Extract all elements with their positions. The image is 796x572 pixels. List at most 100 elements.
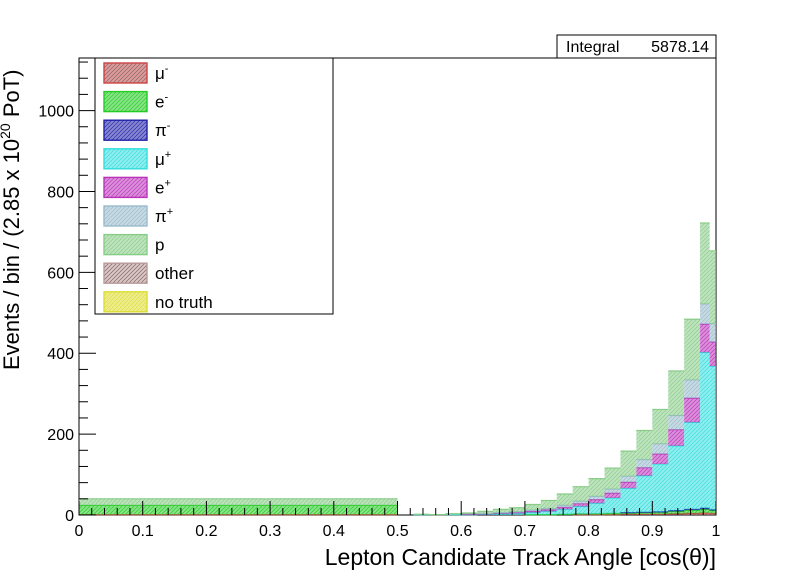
- bar-segment-e+-bin-19: [684, 398, 701, 423]
- bar-segment-e+-bin-15: [620, 482, 637, 489]
- bar-segment-pi+-bin-11: [556, 505, 573, 508]
- bar-segment-pi+-bin-19: [684, 379, 701, 399]
- bar-segment-mu+-bin-9: [524, 512, 541, 515]
- histogram-bars: [79, 222, 716, 516]
- bar-segment-p-bin-13: [588, 478, 605, 497]
- legend-entry-mu+: μ+: [103, 148, 171, 170]
- x-tick-label-0.6: 0.6: [450, 523, 472, 540]
- bar-segment-mu+-bin-14: [604, 498, 621, 514]
- bar-segment-mu+-bin-21: [709, 366, 716, 510]
- legend-entry-e+: e+: [103, 176, 171, 199]
- x-tick-label-0.3: 0.3: [259, 523, 281, 540]
- bar-segment-p-bin-8: [508, 507, 525, 512]
- bar-segment-mu+-bin-13: [588, 503, 605, 514]
- bar-segment-e--bin-19: [684, 510, 701, 514]
- bar-segment-mu+-bin-16: [636, 475, 653, 513]
- legend-label-mu+: μ+: [155, 149, 171, 169]
- bar-segment-p-bin-17: [652, 409, 669, 444]
- bar-segment-p-bin-15: [620, 451, 637, 477]
- bar-segment-e+-bin-14: [604, 493, 621, 499]
- legend-swatch-pi-: [103, 119, 148, 141]
- bar-segment-e--bin-17: [652, 512, 669, 515]
- bar-segment-mu+-bin-17: [652, 464, 669, 512]
- y-axis-title-main: Events / bin / (2.85 x 10: [0, 139, 24, 370]
- legend-entry-p: p: [103, 233, 164, 256]
- bar-segment-pi+-bin-13: [588, 496, 605, 500]
- bar-segment-e+-bin-13: [588, 499, 605, 504]
- legend-label-pi+: π+: [155, 206, 173, 226]
- bar-segment-e--bin-15: [620, 512, 637, 515]
- legend-entry-mu-: μ-: [103, 62, 169, 84]
- x-axis-ticks: 0 0.1 0.2 0.3 0.4 0.5 0.6 0.7 0.8 0.9 1: [75, 501, 721, 540]
- bar-segment-pi+-bin-17: [652, 443, 669, 454]
- bar-segment-p-bin-10: [540, 500, 557, 509]
- y-tick-label-800: 800: [47, 184, 74, 201]
- x-tick-label-1: 1: [712, 523, 721, 540]
- bar-segment-e--bin-18: [668, 511, 685, 514]
- x-tick-label-0.2: 0.2: [195, 523, 217, 540]
- x-tick-label-0.4: 0.4: [323, 523, 345, 540]
- bar-segment-pi+-bin-9: [524, 510, 541, 512]
- legend-entry-pi-: π-: [103, 119, 171, 141]
- legend-entry-e-: e-: [103, 90, 168, 113]
- bar-segment-p-bin-6: [477, 511, 494, 514]
- bar-segment-p-bin-19: [684, 319, 701, 380]
- legend-swatch-p: [103, 233, 148, 256]
- legend-swatch-mu-: [103, 62, 148, 84]
- bar-segment-mu+-bin-20: [700, 352, 710, 509]
- legend-swatch-no-truth: [103, 291, 148, 313]
- bar-segment-pi--bin-20: [700, 508, 710, 510]
- legend-label-pi-: π-: [155, 120, 171, 140]
- bar-segment-e+-bin-20: [700, 324, 710, 353]
- x-tick-label-0.8: 0.8: [577, 523, 599, 540]
- legend-swatch-other: [103, 262, 148, 284]
- bar-segment-p-bin-20: [700, 223, 710, 304]
- x-tick-label-0.9: 0.9: [641, 523, 663, 540]
- stats-value: 5878.14: [651, 39, 709, 56]
- bar-segment-p-bin-7: [493, 509, 509, 513]
- bar-segment-mu+-bin-7: [493, 513, 509, 515]
- bar-segment-mu+-bin-8: [508, 513, 525, 515]
- legend-swatch-e-: [103, 90, 148, 113]
- bar-segment-mu+-bin-12: [572, 506, 589, 514]
- bar-segment-mu+-bin-19: [684, 422, 701, 510]
- bar-segment-pi+-bin-16: [636, 459, 653, 468]
- bar-segment-p-bin-14: [604, 468, 621, 490]
- legend-label-other: other: [155, 264, 194, 283]
- bar-segment-mu+-bin-15: [620, 488, 637, 513]
- bar-segment-mu+-bin-10: [540, 511, 557, 515]
- y-axis-ticks: 0 200 400 600 800 1000: [38, 61, 96, 525]
- y-tick-label-600: 600: [47, 265, 74, 282]
- bar-segment-e+-bin-12: [572, 503, 589, 507]
- legend-label-no-truth: no truth: [155, 293, 213, 312]
- bar-segment-p-bin-11: [556, 493, 573, 506]
- bar-segment-pi+-bin-18: [668, 415, 685, 430]
- legend-entry-other: other: [103, 262, 194, 284]
- bar-segment-p-bin-18: [668, 371, 685, 416]
- bar-segment-p-bin-16: [636, 430, 653, 460]
- bar-segment-p-bin-12: [572, 486, 589, 502]
- bar-segment-mu--bin-18: [668, 513, 685, 515]
- bar-segment-e--bin-21: [709, 510, 716, 514]
- x-tick-label-0: 0: [75, 523, 84, 540]
- bar-segment-pi+-bin-10: [540, 508, 557, 510]
- bar-segment-mu--bin-19: [684, 513, 701, 515]
- y-tick-label-200: 200: [47, 427, 74, 444]
- bar-segment-pi+-bin-20: [700, 303, 710, 325]
- y-axis-title-tail: PoT): [0, 69, 24, 123]
- bar-segment-mu+-bin-11: [556, 509, 573, 515]
- bar-segment-e+-bin-18: [668, 429, 685, 446]
- bar-segment-pi+-bin-12: [572, 501, 589, 504]
- x-tick-label-0.1: 0.1: [132, 523, 154, 540]
- legend-swatch-mu+: [103, 148, 148, 170]
- bar-segment-e--bin-14: [604, 513, 621, 515]
- bar-segment-e+-bin-16: [636, 467, 653, 476]
- legend: μ-e-π-μ+ e+ π+ p other no truth: [94, 57, 334, 315]
- legend-entry-pi+: π+: [103, 205, 173, 227]
- legend-label-p: p: [155, 236, 164, 255]
- x-axis-title: Lepton Candidate Track Angle [cos(θ)]: [325, 544, 716, 570]
- bar-segment-p-bin-9: [524, 504, 541, 511]
- bar-segment-e+-bin-11: [556, 507, 573, 510]
- bar-segment-e--bin-0: [79, 505, 398, 515]
